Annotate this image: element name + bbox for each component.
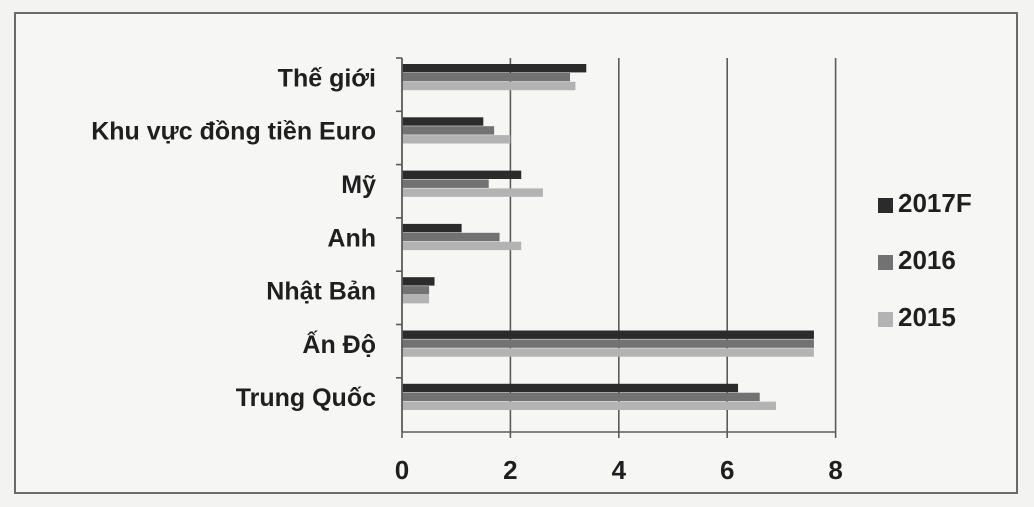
bar-2017F bbox=[402, 170, 522, 179]
bar-2017F bbox=[402, 64, 587, 73]
bar-2015 bbox=[402, 295, 430, 304]
x-tick-label: 2 bbox=[503, 455, 517, 485]
bar-2017F bbox=[402, 383, 739, 393]
category-label: Ấn Độ bbox=[302, 330, 376, 359]
legend-swatch bbox=[878, 198, 893, 213]
category-label: Anh bbox=[327, 224, 376, 252]
bar-2016 bbox=[402, 392, 760, 402]
x-tick-label: 0 bbox=[395, 455, 409, 485]
bar-2015 bbox=[402, 81, 576, 91]
bar-2016 bbox=[402, 232, 500, 242]
category-label: Khu vực đồng tiền Euro bbox=[91, 118, 376, 146]
category-labels: Thế giới Khu vực đồng tiền Euro Mỹ Anh Nhật … bbox=[91, 64, 376, 412]
bar-2015 bbox=[402, 135, 511, 144]
gridlines bbox=[509, 58, 837, 432]
legend: 2017F 2016 2015 bbox=[878, 188, 972, 332]
category-label: Mỹ bbox=[341, 171, 376, 199]
axis bbox=[396, 57, 837, 438]
x-tick-label: 6 bbox=[720, 455, 734, 485]
bar-2017F bbox=[402, 223, 462, 233]
category-label: Nhật Bản bbox=[266, 278, 376, 306]
category-label: Thế giới bbox=[278, 64, 376, 92]
bar-2015 bbox=[402, 241, 522, 251]
bar-2017F bbox=[402, 330, 814, 339]
bar-2015 bbox=[402, 188, 543, 197]
bars bbox=[402, 64, 814, 410]
legend-swatch bbox=[878, 312, 893, 327]
legend-label: 2015 bbox=[898, 302, 956, 332]
bar-2016 bbox=[402, 339, 814, 348]
x-tick-label: 8 bbox=[828, 455, 842, 485]
bar-chart: Thế giới Khu vực đồng tiền Euro Mỹ Anh Nhật … bbox=[91, 57, 972, 485]
category-label: Trung Quốc bbox=[236, 384, 376, 412]
bar-2017F bbox=[402, 277, 435, 286]
bar-2015 bbox=[402, 401, 776, 410]
bar-2016 bbox=[402, 126, 495, 135]
bar-2015 bbox=[402, 348, 814, 357]
tick-labels: 0 2 4 6 8 bbox=[395, 455, 843, 485]
bar-2016 bbox=[402, 179, 489, 188]
bar-2016 bbox=[402, 286, 430, 295]
chart-frame: Thế giới Khu vực đồng tiền Euro Mỹ Anh Nhật … bbox=[14, 12, 1018, 494]
x-tick-label: 4 bbox=[612, 455, 627, 485]
legend-label: 2017F bbox=[898, 188, 972, 218]
legend-swatch bbox=[878, 255, 893, 270]
bar-2017F bbox=[402, 117, 484, 126]
legend-label: 2016 bbox=[898, 245, 956, 275]
bar-2016 bbox=[402, 72, 571, 82]
